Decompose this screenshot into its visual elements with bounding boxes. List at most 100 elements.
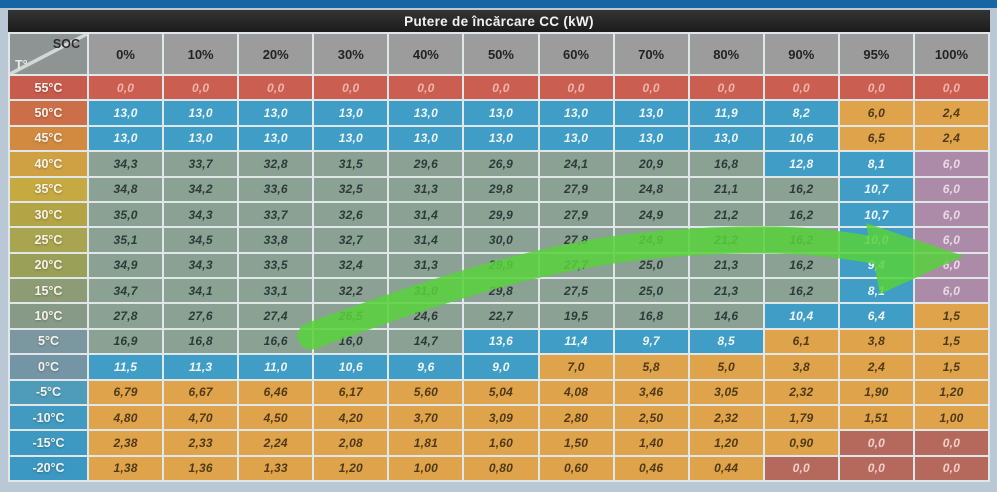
col-header-0%: 0% bbox=[89, 34, 163, 74]
row-label--15°C: -15°C bbox=[10, 431, 87, 455]
value-cell: 0,0 bbox=[839, 456, 913, 480]
value-cell: 34,3 bbox=[89, 152, 163, 176]
value-cell: 13,0 bbox=[614, 126, 688, 151]
value-cell: 26,5 bbox=[314, 304, 388, 328]
value-cell: 0,0 bbox=[389, 76, 463, 100]
value-cell: 0,0 bbox=[464, 76, 538, 100]
value-cell: 8,1 bbox=[839, 279, 913, 303]
value-cell: 0,0 bbox=[914, 76, 988, 100]
value-cell: 5,60 bbox=[389, 380, 463, 404]
value-cell: 0,0 bbox=[839, 76, 913, 100]
value-cell: 11,3 bbox=[164, 355, 238, 379]
value-cell: 0,0 bbox=[164, 76, 238, 100]
value-cell: 0,60 bbox=[539, 456, 613, 480]
value-cell: 33,6 bbox=[239, 177, 313, 201]
value-cell: 29,8 bbox=[464, 279, 538, 303]
value-cell: 16,9 bbox=[89, 329, 163, 354]
value-cell: 0,0 bbox=[839, 431, 913, 455]
value-cell: 35,0 bbox=[89, 202, 163, 227]
value-cell: 0,80 bbox=[464, 456, 538, 480]
value-cell: 13,0 bbox=[164, 126, 238, 151]
value-cell: 16,8 bbox=[689, 152, 763, 176]
value-cell: 1,20 bbox=[914, 380, 988, 404]
value-cell: 3,8 bbox=[764, 355, 838, 379]
row-label-0°C: 0°C bbox=[10, 355, 87, 379]
value-cell: 13,0 bbox=[614, 101, 688, 125]
value-cell: 11,9 bbox=[689, 101, 763, 125]
value-cell: 34,5 bbox=[164, 228, 238, 252]
value-cell: 4,80 bbox=[89, 405, 163, 430]
value-cell: 2,32 bbox=[689, 405, 763, 430]
value-cell: 16,2 bbox=[764, 202, 838, 227]
value-cell: 2,4 bbox=[839, 355, 913, 379]
value-cell: 0,90 bbox=[764, 431, 838, 455]
row-label-25°C: 25°C bbox=[10, 228, 87, 252]
value-cell: 19,5 bbox=[539, 304, 613, 328]
value-cell: 13,0 bbox=[239, 126, 313, 151]
value-cell: 21,3 bbox=[689, 279, 763, 303]
value-cell: 13,0 bbox=[464, 101, 538, 125]
value-cell: 32,5 bbox=[314, 177, 388, 201]
value-cell: 0,0 bbox=[314, 76, 388, 100]
value-cell: 10,0 bbox=[839, 228, 913, 252]
value-cell: 0,0 bbox=[914, 431, 988, 455]
row-label-15°C: 15°C bbox=[10, 279, 87, 303]
value-cell: 13,0 bbox=[539, 126, 613, 151]
value-cell: 1,5 bbox=[914, 355, 988, 379]
value-cell: 4,20 bbox=[314, 405, 388, 430]
col-header-20%: 20% bbox=[239, 34, 313, 74]
corner-cell: SOC T° bbox=[10, 34, 87, 74]
value-cell: 13,0 bbox=[89, 126, 163, 151]
value-cell: 2,32 bbox=[764, 380, 838, 404]
value-cell: 21,1 bbox=[689, 177, 763, 201]
value-cell: 6,1 bbox=[764, 329, 838, 354]
value-cell: 13,0 bbox=[164, 101, 238, 125]
value-cell: 1,38 bbox=[89, 456, 163, 480]
value-cell: 21,2 bbox=[689, 202, 763, 227]
value-cell: 29,9 bbox=[464, 253, 538, 277]
value-cell: 13,0 bbox=[389, 101, 463, 125]
row-label--5°C: -5°C bbox=[10, 380, 87, 404]
value-cell: 9,7 bbox=[614, 329, 688, 354]
row-label-10°C: 10°C bbox=[10, 304, 87, 328]
value-cell: 32,2 bbox=[314, 279, 388, 303]
col-header-10%: 10% bbox=[164, 34, 238, 74]
value-cell: 31,4 bbox=[389, 228, 463, 252]
value-cell: 6,0 bbox=[914, 279, 988, 303]
value-cell: 13,6 bbox=[464, 329, 538, 354]
value-cell: 2,38 bbox=[89, 431, 163, 455]
table-title: Putere de încărcare CC (kW) bbox=[8, 10, 990, 32]
col-header-60%: 60% bbox=[539, 34, 613, 74]
value-cell: 1,50 bbox=[539, 431, 613, 455]
value-cell: 1,5 bbox=[914, 304, 988, 328]
col-header-95%: 95% bbox=[839, 34, 913, 74]
value-cell: 27,6 bbox=[164, 304, 238, 328]
value-cell: 6,4 bbox=[839, 304, 913, 328]
value-cell: 10,6 bbox=[764, 126, 838, 151]
value-cell: 30,0 bbox=[464, 228, 538, 252]
value-cell: 1,33 bbox=[239, 456, 313, 480]
value-cell: 34,1 bbox=[164, 279, 238, 303]
value-cell: 6,0 bbox=[914, 202, 988, 227]
value-cell: 11,4 bbox=[539, 329, 613, 354]
charging-power-table: SOC T° 0% 10% 20% 30% 40% 50% 60% 70% 80% 90% 95% 1… bbox=[8, 32, 990, 482]
slide-background: Putere de încărcare CC (kW) SOC T° 0% 10%… bbox=[8, 10, 990, 482]
value-cell: 11,0 bbox=[239, 355, 313, 379]
value-cell: 34,3 bbox=[164, 253, 238, 277]
value-cell: 32,7 bbox=[314, 228, 388, 252]
value-cell: 24,6 bbox=[389, 304, 463, 328]
value-cell: 27,8 bbox=[89, 304, 163, 328]
value-cell: 6,0 bbox=[914, 152, 988, 176]
value-cell: 1,36 bbox=[164, 456, 238, 480]
col-header-30%: 30% bbox=[314, 34, 388, 74]
value-cell: 13,0 bbox=[689, 126, 763, 151]
value-cell: 29,9 bbox=[464, 202, 538, 227]
value-cell: 0,0 bbox=[764, 456, 838, 480]
value-cell: 5,8 bbox=[614, 355, 688, 379]
value-cell: 14,6 bbox=[689, 304, 763, 328]
value-cell: 0,0 bbox=[539, 76, 613, 100]
value-cell: 34,9 bbox=[89, 253, 163, 277]
value-cell: 0,0 bbox=[614, 76, 688, 100]
value-cell: 0,44 bbox=[689, 456, 763, 480]
